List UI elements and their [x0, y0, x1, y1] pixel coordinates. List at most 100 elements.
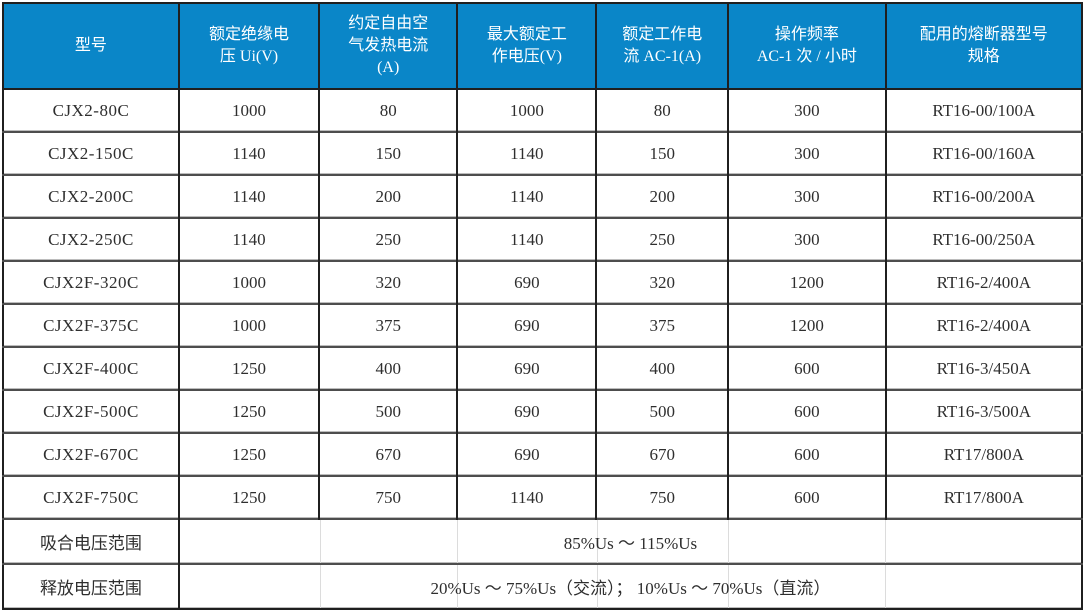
value-cell: 200 — [595, 174, 729, 218]
model-cell: CJX2F-670C — [3, 432, 179, 476]
column-header-free-air-thermal-current: 约定自由空 气发热电流 (A) — [318, 3, 458, 90]
value-cell: 1000 — [177, 88, 320, 132]
model-cell: CJX2-80C — [3, 88, 179, 132]
table-footer: 吸合电压范围 85%Us ～ 115%Us 释放电压范围 — [3, 518, 1082, 609]
column-header-max-working-voltage: 最大额定工 作电压(V) — [456, 3, 597, 90]
table-row: CJX2F-375C 1000 375 690 375 1200 RT16-2/400A — [3, 303, 1082, 347]
value-cell: 690 — [456, 389, 597, 433]
value-cell: 300 — [727, 88, 886, 132]
pickup-voltage-value: 85%Us ～ 115%Us — [563, 534, 698, 553]
column-header-rated-working-current: 额定工作电 流 AC-1(A) — [595, 3, 729, 90]
grid-ghost-line — [319, 520, 321, 563]
value-cell: 1140 — [177, 217, 320, 261]
value-cell: 150 — [595, 131, 729, 175]
value-cell: RT17/800A — [884, 475, 1082, 519]
table-row: CJX2-150C 1140 150 1140 150 300 RT16-00/160A — [3, 131, 1082, 175]
value-cell: 600 — [727, 432, 886, 476]
value-cell: RT16-3/500A — [884, 389, 1082, 433]
model-cell: CJX2-200C — [3, 174, 179, 218]
value-cell: RT16-00/250A — [884, 217, 1082, 261]
value-cell: 690 — [456, 432, 597, 476]
value-cell: 750 — [595, 475, 729, 519]
value-cell: 320 — [318, 260, 458, 304]
model-cell: CJX2F-375C — [3, 303, 179, 347]
table-row: CJX2-200C 1140 200 1140 200 300 RT16-00/200A — [3, 174, 1082, 218]
value-cell: 600 — [727, 389, 886, 433]
value-cell: 1140 — [177, 131, 320, 175]
value-cell: RT16-00/100A — [884, 88, 1082, 132]
value-cell: RT16-00/200A — [884, 174, 1082, 218]
table-row: CJX2F-670C 1250 670 690 670 600 RT17/800A — [3, 432, 1082, 476]
value-cell: 150 — [318, 131, 458, 175]
value-cell: RT16-2/400A — [884, 303, 1082, 347]
value-cell: 690 — [456, 260, 597, 304]
value-cell: 690 — [456, 303, 597, 347]
value-cell: 1000 — [456, 88, 597, 132]
value-cell: 750 — [318, 475, 458, 519]
value-cell: 300 — [727, 174, 886, 218]
value-cell: 1200 — [727, 303, 886, 347]
value-cell: 670 — [595, 432, 729, 476]
value-cell: 250 — [318, 217, 458, 261]
table-row: CJX2F-500C 1250 500 690 500 600 RT16-3/500A — [3, 389, 1082, 433]
value-cell: 1140 — [456, 131, 597, 175]
column-header-rated-insulation-voltage: 额定绝缘电 压 Ui(V) — [177, 3, 320, 90]
column-header-fuse-spec: 配用的熔断器型号 规格 — [884, 3, 1082, 90]
grid-ghost-line — [727, 520, 729, 563]
value-cell: 400 — [595, 346, 729, 390]
grid-ghost-line — [885, 520, 887, 563]
value-cell: 80 — [318, 88, 458, 132]
column-header-model: 型号 — [3, 3, 179, 90]
model-cell: CJX2-150C — [3, 131, 179, 175]
value-cell: 500 — [318, 389, 458, 433]
value-cell: 500 — [595, 389, 729, 433]
pickup-voltage-row: 吸合电压范围 85%Us ～ 115%Us — [3, 518, 1082, 564]
value-cell: 400 — [318, 346, 458, 390]
pickup-voltage-label: 吸合电压范围 — [3, 518, 179, 564]
value-cell: 375 — [595, 303, 729, 347]
value-cell: 1250 — [177, 346, 320, 390]
value-cell: 1250 — [177, 389, 320, 433]
value-cell: 1200 — [727, 260, 886, 304]
table-row: CJX2-80C 1000 80 1000 80 300 RT16-00/100A — [3, 88, 1082, 132]
model-cell: CJX2F-750C — [3, 475, 179, 519]
value-cell: 1250 — [177, 475, 320, 519]
value-cell: 250 — [595, 217, 729, 261]
value-cell: 600 — [727, 475, 886, 519]
value-cell: 80 — [595, 88, 729, 132]
table-header: 型号 额定绝缘电 压 Ui(V) 约定自由空 气发热电流 (A) 最大额定工 作… — [3, 3, 1082, 90]
value-cell: 1140 — [177, 174, 320, 218]
value-cell: 320 — [595, 260, 729, 304]
grid-ghost-line — [319, 565, 321, 608]
value-cell: RT17/800A — [884, 432, 1082, 476]
grid-ghost-line — [457, 520, 459, 563]
value-cell: RT16-2/400A — [884, 260, 1082, 304]
value-cell: 375 — [318, 303, 458, 347]
header-row: 型号 额定绝缘电 压 Ui(V) 约定自由空 气发热电流 (A) 最大额定工 作… — [3, 3, 1082, 90]
value-cell: 1140 — [456, 217, 597, 261]
release-voltage-row: 释放电压范围 20%Us ～ 75%Us（交流）； 10%Us ～ 70%Us（… — [3, 563, 1082, 609]
value-cell: 600 — [727, 346, 886, 390]
value-cell: 1250 — [177, 432, 320, 476]
value-cell: RT16-3/450A — [884, 346, 1082, 390]
table-row: CJX2-250C 1140 250 1140 250 300 RT16-00/250A — [3, 217, 1082, 261]
model-cell: CJX2F-500C — [3, 389, 179, 433]
table-body: CJX2-80C 1000 80 1000 80 300 RT16-00/100A CJX2-… — [3, 88, 1082, 519]
pickup-voltage-value-cell: 85%Us ～ 115%Us — [177, 518, 1082, 564]
model-cell: CJX2F-400C — [3, 346, 179, 390]
grid-ghost-line — [885, 565, 887, 608]
table-row: CJX2F-320C 1000 320 690 320 1200 RT16-2/400A — [3, 260, 1082, 304]
value-cell: 300 — [727, 131, 886, 175]
value-cell: 1140 — [456, 174, 597, 218]
release-voltage-value: 20%Us ～ 75%Us（交流）； 10%Us ～ 70%Us（直流） — [430, 579, 831, 598]
model-cell: CJX2-250C — [3, 217, 179, 261]
value-cell: 1000 — [177, 260, 320, 304]
value-cell: 200 — [318, 174, 458, 218]
table-row: CJX2F-750C 1250 750 1140 750 600 RT17/800A — [3, 475, 1082, 519]
table-row: CJX2F-400C 1250 400 690 400 600 RT16-3/450A — [3, 346, 1082, 390]
value-cell: 1140 — [456, 475, 597, 519]
value-cell: 670 — [318, 432, 458, 476]
value-cell: 1000 — [177, 303, 320, 347]
